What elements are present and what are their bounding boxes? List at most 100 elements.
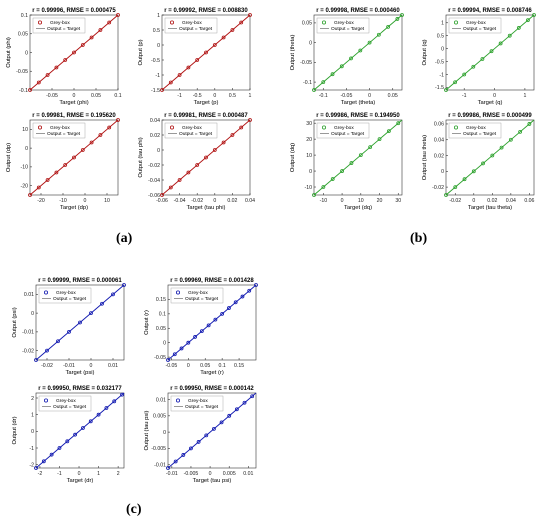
data-point — [321, 80, 326, 85]
data-point — [376, 32, 381, 37]
data-point — [212, 148, 217, 152]
x-tick-label: 20 — [377, 198, 383, 204]
data-point — [239, 125, 244, 130]
data-point — [508, 137, 513, 142]
data-point — [160, 193, 164, 197]
data-point — [72, 155, 76, 160]
data-point — [220, 311, 225, 316]
data-point — [98, 28, 103, 32]
y-tick-label: -1.5 — [435, 85, 444, 91]
subplot-title: r = 0.99950, RMSE = 0.000142 — [170, 386, 254, 392]
data-point — [227, 413, 232, 418]
x-tick-label: -1 — [177, 93, 182, 99]
data-point — [186, 170, 191, 175]
data-point — [221, 140, 226, 145]
y-axis-label: Output (tau theta) — [422, 135, 428, 181]
subplot-title: r = 0.99981, RMSE = 0.195620 — [32, 113, 116, 119]
data-point — [349, 56, 353, 61]
legend-label-line: Output = Target — [47, 26, 81, 32]
data-point — [330, 177, 335, 181]
x-axis-label: Target (phi) — [59, 100, 88, 106]
y-tick-label: -1 — [155, 73, 160, 79]
fit-line — [445, 119, 535, 196]
data-point — [54, 65, 59, 70]
data-point — [367, 40, 372, 45]
y-tick-label: 0.1 — [21, 13, 28, 19]
y-tick-label: -1 — [439, 72, 444, 78]
legend-label-line: Output = Target — [463, 131, 497, 137]
legend-marker — [44, 290, 49, 295]
y-tick-label: 0.05 — [156, 326, 166, 332]
y-tick-label: -0.04 — [148, 178, 160, 184]
x-axis-label: Target (dq) — [344, 205, 372, 211]
data-point — [193, 335, 197, 339]
x-tick-label: -0.04 — [174, 198, 186, 204]
x-tick-label: 0 — [213, 93, 216, 99]
y-tick-label: -0.02 — [432, 185, 444, 191]
y-axis-label: Output (dr) — [12, 416, 18, 444]
legend-label-points: Grey-box — [50, 125, 70, 131]
data-point — [248, 118, 252, 122]
y-tick-label: 0.5 — [153, 28, 160, 34]
data-point — [67, 329, 71, 334]
y-axis-label: Output (dq) — [290, 143, 296, 172]
data-point — [80, 148, 85, 152]
data-point — [168, 80, 173, 85]
subplot-7: -10 0 10 20 30 -10 0 10 20 30 r = 0.99986, RMSE = … — [290, 113, 403, 211]
data-point — [81, 426, 85, 430]
x-tick-label: 0.15 — [234, 363, 244, 369]
y-tick-label: 0 — [309, 169, 312, 175]
subplot-12: -0.01 -0.005 0 0.005 0.01 -0.01 -0.005 0 0.005 0.… — [144, 386, 257, 484]
legend-marker — [169, 125, 174, 130]
data-point — [78, 320, 82, 325]
x-tick-label: -0.02 — [191, 198, 203, 204]
x-tick-label: -10 — [320, 198, 328, 204]
y-tick-label: 0.1 — [159, 312, 166, 318]
legend-marker — [38, 125, 43, 130]
data-point — [172, 352, 177, 357]
legend-marker — [453, 125, 458, 130]
data-point — [312, 88, 316, 92]
data-point — [489, 49, 494, 54]
x-tick-label: -0.01 — [166, 471, 178, 477]
legend-label-points: Grey-box — [466, 20, 486, 26]
y-tick-label: 0.01 — [24, 292, 34, 298]
x-tick-label: 0 — [341, 198, 344, 204]
fit-line — [35, 284, 125, 361]
x-tick-label: 0.01 — [108, 363, 118, 369]
y-tick-label: 0.02 — [150, 133, 160, 139]
y-axis-label: Output (tau phi) — [138, 137, 144, 177]
data-point — [195, 163, 200, 167]
x-axis-label: Target (tau phi) — [187, 205, 226, 211]
legend-label-line: Output = Target — [331, 26, 365, 32]
data-point — [358, 48, 363, 53]
x-tick-label: -0.05 — [341, 93, 353, 99]
data-point — [499, 145, 504, 150]
legend-marker — [175, 398, 180, 403]
legend-label-line: Output = Target — [179, 26, 213, 32]
legend-marker — [175, 290, 180, 295]
legend-label-line: Output = Target — [53, 296, 87, 302]
y-tick-label: 0.5 — [437, 33, 444, 39]
y-tick-label: 0 — [157, 43, 160, 49]
subplot-title: r = 0.99992, RMSE = 0.008830 — [164, 8, 248, 14]
x-tick-label: -0.05 — [165, 363, 177, 369]
legend-label-points: Grey-box — [56, 398, 76, 404]
legend-label-points: Grey-box — [56, 290, 76, 296]
x-tick-label: 0 — [213, 198, 216, 204]
data-point — [34, 466, 38, 470]
data-point — [498, 41, 503, 46]
x-tick-label: 0.005 — [223, 471, 236, 477]
x-tick-label: 0.5 — [229, 93, 236, 99]
fit-line — [313, 14, 403, 91]
fit-line — [29, 14, 119, 91]
y-tick-label: 0 — [309, 40, 312, 46]
subplot-2: -1 -0.5 0 0.5 1 -1.5 -1 -0.5 0 0.5 1 r = 0.99992, R… — [138, 8, 252, 106]
y-tick-label: 0.05 — [302, 21, 312, 27]
x-tick-label: -0.5 — [193, 93, 202, 99]
data-point — [36, 185, 41, 190]
legend-box — [38, 395, 92, 412]
data-point — [395, 17, 400, 21]
legend-label-points: Grey-box — [182, 125, 202, 131]
